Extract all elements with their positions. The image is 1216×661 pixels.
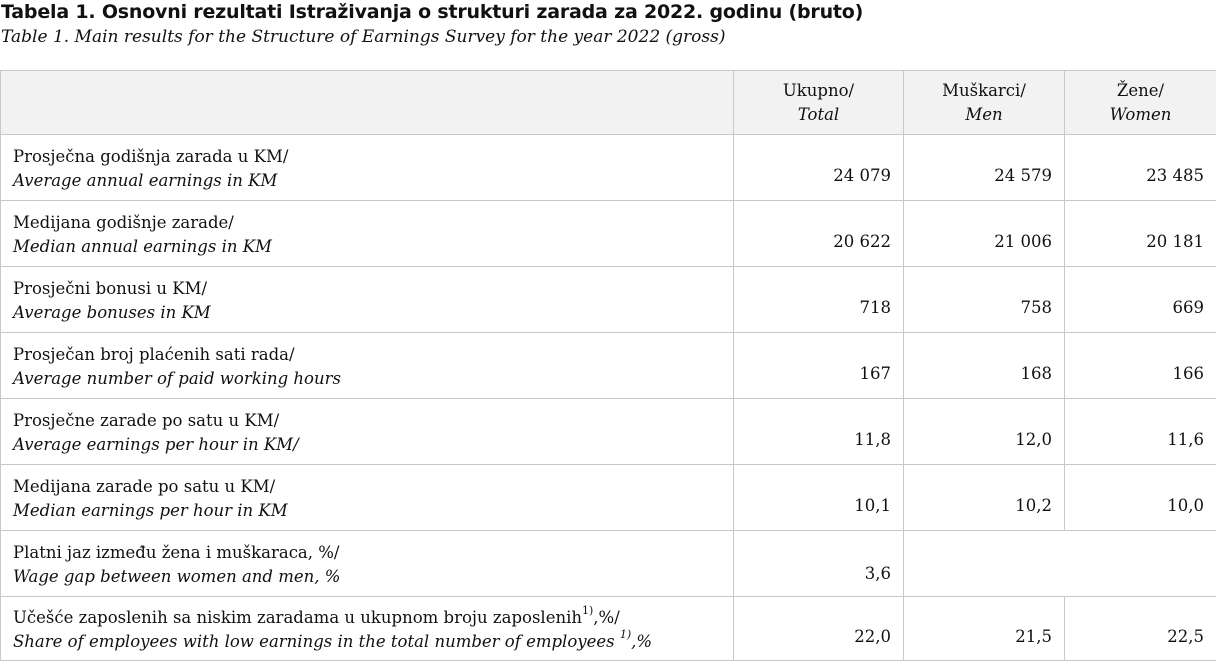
table-row: Medijana zarade po satu u KM/ Median ear… xyxy=(1,465,1216,531)
cell-men: 758 xyxy=(904,267,1065,333)
header-label-english: Total xyxy=(734,103,903,127)
row-label-english: Median earnings per hour in KM xyxy=(13,499,733,523)
row-label: Prosječni bonusi u KM/ Average bonuses i… xyxy=(1,267,734,333)
cell-men: 168 xyxy=(904,333,1065,399)
header-total: Ukupno/ Total xyxy=(734,71,904,135)
row-label-local-suffix: ,%/ xyxy=(593,608,619,627)
row-label: Platni jaz između žena i muškaraca, %/ W… xyxy=(1,531,734,597)
cell-women: 23 485 xyxy=(1065,135,1216,201)
row-label: Prosječna godišnja zarada u KM/ Average … xyxy=(1,135,734,201)
table-row: Platni jaz između žena i muškaraca, %/ W… xyxy=(1,531,1216,597)
row-label-english: Average annual earnings in KM xyxy=(13,169,733,193)
row-label: Prosječne zarade po satu u KM/ Average e… xyxy=(1,399,734,465)
table-title-english: Table 1. Main results for the Structure … xyxy=(1,26,726,48)
table-row: Prosječne zarade po satu u KM/ Average e… xyxy=(1,399,1216,465)
cell-total: 11,8 xyxy=(734,399,904,465)
header-label-english: Women xyxy=(1065,103,1216,127)
table-row: Medijana godišnje zarade/ Median annual … xyxy=(1,201,1216,267)
row-label: Medijana godišnje zarade/ Median annual … xyxy=(1,201,734,267)
row-label-english: Wage gap between women and men, % xyxy=(13,565,733,589)
cell-women: 166 xyxy=(1065,333,1216,399)
cell-women: 11,6 xyxy=(1065,399,1216,465)
header-label-local: Muškarci/ xyxy=(904,79,1064,103)
row-label-english: Average number of paid working hours xyxy=(13,367,733,391)
cell-men: 10,2 xyxy=(904,465,1065,531)
cell-total: 10,1 xyxy=(734,465,904,531)
row-label-local: Učešće zaposlenih sa niskim zaradama u u… xyxy=(13,606,733,630)
header-label-local: Ukupno/ xyxy=(734,79,903,103)
empty-merged-cell xyxy=(904,531,1216,597)
footnote-marker: 1) xyxy=(620,628,631,641)
header-blank-cell xyxy=(1,71,734,135)
row-label: Učešće zaposlenih sa niskim zaradama u u… xyxy=(1,597,734,661)
row-label-local: Prosječne zarade po satu u KM/ xyxy=(13,409,733,433)
row-label: Prosječan broj plaćenih sati rada/ Avera… xyxy=(1,333,734,399)
row-label-english-suffix: ,% xyxy=(631,632,652,651)
cell-men: 12,0 xyxy=(904,399,1065,465)
row-label-english: Share of employees with low earnings in … xyxy=(13,630,733,654)
row-label: Medijana zarade po satu u KM/ Median ear… xyxy=(1,465,734,531)
row-label-english: Average earnings per hour in KM/ xyxy=(13,433,733,457)
row-label-english: Average bonuses in KM xyxy=(13,301,733,325)
cell-women: 22,5 xyxy=(1065,597,1216,661)
cell-total: 3,6 xyxy=(734,531,904,597)
header-women: Žene/ Women xyxy=(1065,71,1216,135)
header-label-english: Men xyxy=(904,103,1064,127)
row-label-local-text: Učešće zaposlenih sa niskim zaradama u u… xyxy=(13,608,582,627)
cell-women: 20 181 xyxy=(1065,201,1216,267)
header-men: Muškarci/ Men xyxy=(904,71,1065,135)
cell-total: 167 xyxy=(734,333,904,399)
row-label-local: Prosječan broj plaćenih sati rada/ xyxy=(13,343,733,367)
row-label-english: Median annual earnings in KM xyxy=(13,235,733,259)
row-label-local: Medijana godišnje zarade/ xyxy=(13,211,733,235)
cell-total: 24 079 xyxy=(734,135,904,201)
cell-women: 669 xyxy=(1065,267,1216,333)
cell-total: 22,0 xyxy=(734,597,904,661)
table-title-local: Tabela 1. Osnovni rezultati Istraživanja… xyxy=(1,0,863,24)
row-label-local: Prosječna godišnja zarada u KM/ xyxy=(13,145,733,169)
header-row: Ukupno/ Total Muškarci/ Men Žene/ Women xyxy=(1,71,1216,135)
cell-men: 21 006 xyxy=(904,201,1065,267)
table-row: Učešće zaposlenih sa niskim zaradama u u… xyxy=(1,597,1216,661)
cell-men: 21,5 xyxy=(904,597,1065,661)
row-label-english-text: Share of employees with low earnings in … xyxy=(13,632,620,651)
header-label-local: Žene/ xyxy=(1065,79,1216,103)
cell-women: 10,0 xyxy=(1065,465,1216,531)
row-label-local: Medijana zarade po satu u KM/ xyxy=(13,475,733,499)
row-label-local: Platni jaz između žena i muškaraca, %/ xyxy=(13,541,733,565)
table-row: Prosječni bonusi u KM/ Average bonuses i… xyxy=(1,267,1216,333)
cell-total: 20 622 xyxy=(734,201,904,267)
footnote-marker: 1) xyxy=(582,604,593,617)
cell-total: 718 xyxy=(734,267,904,333)
table-row: Prosječan broj plaćenih sati rada/ Avera… xyxy=(1,333,1216,399)
earnings-table: Ukupno/ Total Muškarci/ Men Žene/ Women … xyxy=(0,70,1216,661)
table-row: Prosječna godišnja zarada u KM/ Average … xyxy=(1,135,1216,201)
row-label-local: Prosječni bonusi u KM/ xyxy=(13,277,733,301)
cell-men: 24 579 xyxy=(904,135,1065,201)
